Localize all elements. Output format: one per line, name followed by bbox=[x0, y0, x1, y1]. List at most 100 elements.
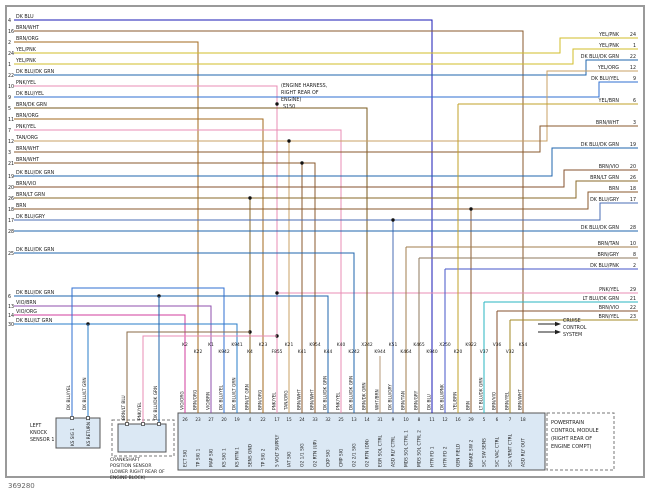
circuit-code: V32 bbox=[506, 349, 515, 355]
left-pin-number: 21 bbox=[8, 161, 14, 167]
wire-label-right: DK BLU/GRY bbox=[590, 197, 619, 203]
pcm-pin-number: 4 bbox=[249, 417, 252, 422]
wire-label-right: DK BLU/PNK bbox=[590, 263, 620, 269]
pcm-pin-number: 13 bbox=[351, 417, 357, 422]
cruise-arrow-head bbox=[555, 321, 561, 327]
left-pin-number: 14 bbox=[8, 313, 14, 319]
wire-vio-org bbox=[14, 314, 186, 413]
crank-sensor-label: CRANKSHAFT bbox=[110, 457, 140, 463]
right-pin-number: 22 bbox=[630, 305, 636, 311]
right-pin-number: 19 bbox=[630, 142, 636, 148]
circuit-code: K941 bbox=[231, 342, 242, 348]
pcm-pin-number: 9 bbox=[392, 417, 395, 422]
pcm-pin-number: 8 bbox=[418, 417, 421, 422]
pcm-pin-number: 12 bbox=[442, 417, 448, 422]
circuit-code: K942 bbox=[218, 349, 229, 355]
wire-brn-wht bbox=[14, 30, 524, 413]
pcm-signal-label: TP SIG 1 bbox=[196, 448, 202, 468]
left-pin-number: 4 bbox=[8, 18, 11, 24]
wire-label-right: PNK/YEL bbox=[599, 287, 619, 293]
pcm-signal-label: S/C VENT CTRL bbox=[508, 433, 514, 467]
pcm-wire-color-label: BRN/WHT bbox=[310, 389, 316, 410]
wire-label: DK BLU bbox=[16, 14, 34, 20]
pcm-signal-label: IAT SIG bbox=[287, 451, 293, 467]
right-pin-number: 1 bbox=[633, 43, 636, 49]
pcm-wire-color-label: BRN/YEL bbox=[505, 391, 511, 410]
pcm-pin-number: 23 bbox=[195, 417, 201, 422]
circuit-code: V36 bbox=[493, 342, 502, 348]
wire-label: TAN/ORG bbox=[15, 135, 38, 141]
pcm-wire-color-label: VIO/ORG bbox=[180, 391, 186, 410]
wire-brn-vio bbox=[14, 169, 638, 188]
pcm-label: CONTROL MODULE bbox=[551, 428, 599, 434]
knock-sensor-box bbox=[55, 417, 101, 449]
wire-label: YEL/PNK bbox=[15, 58, 37, 64]
wire-yel-pnk bbox=[14, 48, 638, 65]
circuit-code: K922 bbox=[465, 342, 476, 348]
right-pin-number: 23 bbox=[630, 314, 636, 320]
left-pin-number: 1 bbox=[8, 62, 11, 68]
wire-label: DK BLU/DK GRN bbox=[16, 170, 55, 176]
pcm-wire-color-label: BRN/VIO bbox=[492, 391, 498, 410]
wire-brn-lt-grn bbox=[14, 180, 638, 199]
wire-label-right: YEL/ORG bbox=[597, 65, 619, 71]
pcm-signal-label: HTR FD 2 bbox=[443, 446, 449, 467]
pcm-signal-label: ASD RLY OUT bbox=[521, 438, 527, 467]
left-pin-number: 19 bbox=[8, 174, 14, 180]
right-pin-number: 26 bbox=[630, 175, 636, 181]
right-pin-number: 28 bbox=[630, 225, 636, 231]
wire-label: BRN/ORG bbox=[16, 113, 39, 119]
left-pin-number: 30 bbox=[8, 322, 14, 328]
splice-dot bbox=[300, 161, 304, 165]
pin-terminal bbox=[70, 416, 74, 420]
pcm-signal-label: KS SIG 1 bbox=[222, 448, 228, 467]
left-pin-number: 26 bbox=[8, 196, 14, 202]
circuit-code: K940 bbox=[426, 349, 437, 355]
pcm-pin-number: 7 bbox=[509, 417, 512, 422]
wire-label: PNK/YEL bbox=[16, 80, 36, 86]
right-pin-number: 10 bbox=[630, 241, 636, 247]
wire-brn-dk-grn bbox=[14, 107, 368, 413]
pcm-signal-label: MAP SIG bbox=[209, 448, 215, 467]
cruise-control-label: CRUISE bbox=[563, 318, 581, 324]
right-pin-number: 8 bbox=[633, 252, 636, 258]
pcm-pin-number: 33 bbox=[312, 417, 318, 422]
left-pin-number: 28 bbox=[8, 229, 14, 235]
left-pin-number: 22 bbox=[8, 73, 14, 79]
pcm-wire-color-label: BRN/TAN bbox=[401, 391, 407, 410]
wire-dk-blu bbox=[14, 19, 433, 413]
left-pin-number: 13 bbox=[8, 304, 14, 310]
pcm-pin-number: 11 bbox=[429, 417, 435, 422]
circuit-code: K20 bbox=[454, 349, 463, 355]
pcm-wire-color-label: DK BLU/YEL bbox=[219, 384, 225, 410]
right-pin-number: 24 bbox=[630, 32, 636, 38]
wire-label: BRN/LT GRN bbox=[16, 192, 45, 198]
left-pin-number: 16 bbox=[8, 29, 14, 35]
left-pin-number: 12 bbox=[8, 139, 14, 145]
wire-label: VIO/BRN bbox=[16, 300, 37, 306]
pcm-label: (RIGHT REAR OF bbox=[551, 436, 592, 442]
pcm-wire-color-label: DK BLU/PNK bbox=[440, 384, 446, 410]
splice-note: RIGHT REAR OF bbox=[281, 90, 319, 96]
pcm-wire-color-label: LT BLU/DK GRN bbox=[479, 377, 485, 410]
pcm-signal-label: MDS SOL CTRL 2 bbox=[417, 430, 423, 467]
wire-label-right: BRN/WHT bbox=[596, 120, 619, 126]
wire-dk-blu-dk-grn bbox=[14, 59, 638, 76]
right-pin-number: 3 bbox=[633, 120, 636, 126]
wire-label-right: YEL/BRN bbox=[598, 98, 620, 104]
pcm-wire-color-label: YEL/BRN bbox=[453, 392, 459, 411]
pcm-signal-label: CKP SIG bbox=[326, 449, 332, 467]
pcm-signal-label: 5 VOLT SUPPLY bbox=[275, 434, 281, 467]
circuit-code: K21 bbox=[285, 342, 294, 348]
right-pin-number: 12 bbox=[630, 65, 636, 71]
left-pin-number: 17 bbox=[8, 218, 14, 224]
wire-label: DK BLU/GRY bbox=[16, 214, 45, 220]
wire-label-right: BRN/GRY bbox=[597, 252, 619, 258]
pcm-pin-number: 19 bbox=[234, 417, 240, 422]
pcm-signal-label: ASD RLY CTRL bbox=[391, 436, 397, 467]
knock-pin-label: KS RETURN 1 bbox=[86, 418, 91, 446]
pcm-pin-number: 16 bbox=[455, 417, 461, 422]
wire-dk-blu-dk-grn bbox=[14, 147, 638, 177]
left-pin-number: 9 bbox=[8, 95, 11, 101]
